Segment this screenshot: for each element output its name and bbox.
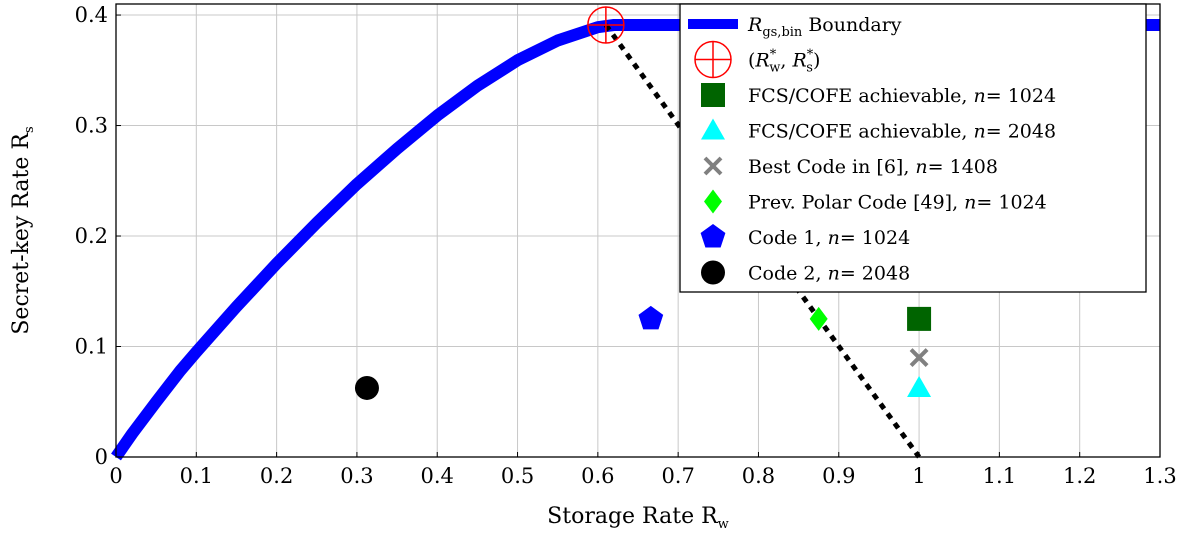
legend-label-3: FCS/COFE achievable, n= 2048 [748,121,1056,143]
legend-label-2: FCS/COFE achievable, n= 1024 [748,85,1056,107]
legend: Rgs,bin Boundary (R* w, R* s) FCS/COFE achie… [679,3,1147,293]
x-tick-label: 0.5 [501,464,534,488]
legend-label-1: (R* w, R* s) [748,48,820,76]
markers [354,6,932,400]
x-axis-ticks: 0 0.1 0.2 0.3 0.4 0.5 0.6 0.7 0.8 0.9 1 1.1 1.2 1.3 [109,452,1177,488]
x-tick-label: 1.3 [1143,464,1176,488]
x-tick-label: 1.2 [1063,464,1096,488]
y-tick-label: 0.3 [75,114,108,138]
x-tick-label: 0.6 [581,464,614,488]
x-tick-label: 1 [912,464,925,488]
x-tick-label: 1.1 [983,464,1016,488]
x-axis-label: Storage Rate Rw [547,504,729,532]
legend-marker-6 [700,224,726,248]
y-tick-label: 0.1 [75,335,108,359]
legend-label-boundary: Rgs,bin Boundary [747,14,902,40]
legend-marker-7 [701,260,725,285]
x-tick-label: 0.1 [180,464,213,488]
data-point-3 [907,375,932,397]
data-point-1 [587,6,625,44]
legend-label-7: Code 2, n= 2048 [748,263,910,285]
legend-marker-3 [701,118,725,140]
legend-box [679,3,1147,293]
legend-label-4: Best Code in [6], n= 1408 [748,156,998,178]
x-tick-label: 0.8 [742,464,775,488]
y-tick-label: 0.4 [75,3,108,27]
legend-label-6: Code 1, n= 1024 [748,227,910,249]
plot-frame [115,3,1161,458]
x-tick-label: 0.3 [340,464,373,488]
y-axis-ticks: 0 0.1 0.2 0.3 0.4 [75,3,121,469]
legend-marker-1 [694,40,732,79]
legend-label-5: Prev. Polar Code [49], n= 1024 [748,192,1047,214]
data-point-4 [909,348,929,367]
data-point-5 [809,306,828,331]
data-point-2 [907,306,932,331]
legend-marker-4 [703,156,723,176]
legend-marker-2 [701,83,725,107]
x-tick-label: 0 [109,464,122,488]
data-point-6 [638,305,664,330]
y-tick-label: 0 [95,445,108,469]
x-tick-label: 0.9 [822,464,855,488]
y-axis-label: Secret-key Rate Rs [9,126,37,334]
y-tick-label: 0.2 [75,224,108,248]
x-tick-label: 0.7 [661,464,694,488]
data-point-7 [354,375,379,400]
legend-marker-5 [704,189,722,214]
x-tick-label: 0.2 [260,464,293,488]
x-tick-label: 0.4 [421,464,454,488]
